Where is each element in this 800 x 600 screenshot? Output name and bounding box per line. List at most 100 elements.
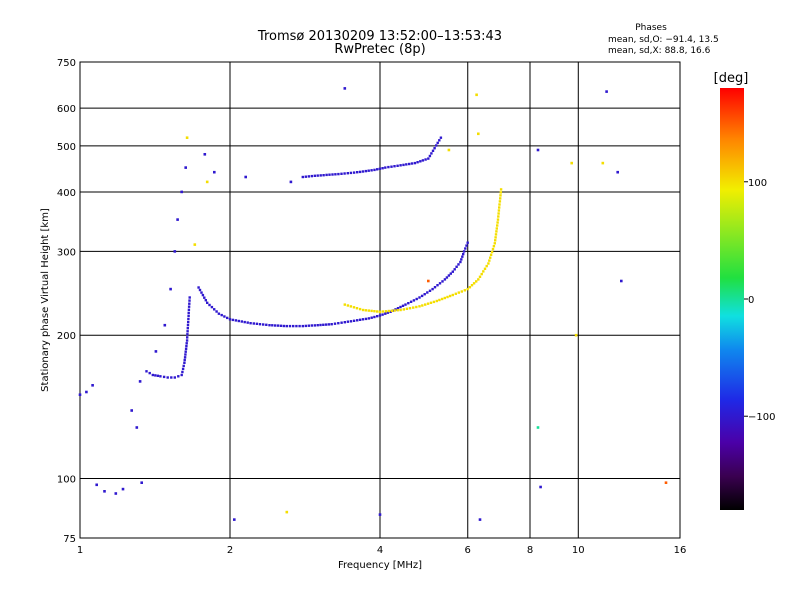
trace-point [154,374,157,377]
trace-point [420,294,424,298]
x-tick-label: 16 [674,545,687,556]
trace-point [349,320,353,323]
trace-point [448,294,452,298]
trace-point [495,230,498,233]
data-point [163,323,167,327]
phases-title: Phases [635,23,667,33]
trace [301,136,443,179]
trace-point [498,200,502,203]
trace-point [440,297,444,301]
trace-point [231,318,235,322]
trace-point [285,324,288,328]
data-point [475,93,478,97]
trace-point [373,310,376,313]
y-tick-labels: 75 100 200 300 400 500 600 750 [57,58,76,545]
y-tick-label: 750 [57,58,76,69]
data-point [103,490,106,493]
trace-point [177,375,180,378]
trace-point [488,259,491,262]
trace-point [421,304,424,307]
trace-point [271,324,274,327]
trace-point [497,212,500,215]
trace-point [497,209,501,212]
trace-point [489,253,493,256]
trace-point [408,307,412,310]
trace-point [187,311,190,315]
trace-point [399,308,402,312]
data-point [539,485,542,489]
data-point [205,180,209,184]
trace-point [497,215,500,218]
trace-point [337,172,340,176]
trace-point [443,278,447,281]
trace-point [210,305,214,309]
trace-point [295,324,298,328]
trace-point [187,320,190,324]
trace-point [384,310,388,313]
trace-point [431,287,434,291]
trace-point [407,302,410,305]
trace-point [399,164,402,167]
trace-point [240,320,243,323]
data-point [447,148,451,152]
data-point [138,380,142,383]
data-point [233,518,236,521]
trace-point [496,218,500,221]
trace-point [401,304,405,307]
trace-point [204,299,207,302]
trace-point [454,292,457,295]
trace-point [313,324,316,327]
trace-point [496,221,499,224]
trace-point [445,276,449,279]
trace-point [198,288,202,292]
trace-point [180,373,183,377]
trace-point [464,247,467,250]
trace-point [370,169,373,172]
data-point [180,190,183,194]
trace-point [182,364,185,368]
trace-point [206,301,209,304]
trace-point [346,172,349,175]
trace-point [151,373,154,377]
trace-point [396,164,399,167]
trace-point [187,308,191,311]
data-points [78,87,668,521]
trace-point [421,159,425,162]
trace-point [361,308,365,312]
trace-point [183,356,187,359]
trace-point [494,236,497,239]
data-point [343,87,347,90]
trace-point [243,320,246,324]
trace-point [185,342,188,345]
trace-point [491,247,495,251]
y-tick-label: 600 [57,104,76,115]
trace-point [428,154,432,158]
trace-point [415,297,418,301]
trace-point [387,309,390,313]
trace-point [399,305,402,309]
colorbar-ticks: 100 0 −100 [744,178,775,423]
data-point [427,279,430,283]
trace-point [246,321,249,324]
trace-point [402,163,405,167]
trace-point [462,250,466,253]
trace-point [367,309,370,312]
trace-point [495,227,498,230]
trace-point [145,370,148,373]
trace-point [465,244,468,247]
trace-point [292,324,295,328]
trace-point [378,310,382,313]
trace-point [457,263,460,266]
data-point [478,518,482,521]
trace-point [431,149,435,152]
trace-point [499,194,502,197]
grid [80,62,680,538]
y-tick-label: 300 [57,247,76,258]
x-tick-label: 2 [227,545,233,556]
data-point [601,161,605,165]
trace-point [170,376,173,379]
data-point [193,243,197,246]
trace-point [493,242,496,245]
trace-point [396,309,399,312]
data-point [574,333,578,337]
